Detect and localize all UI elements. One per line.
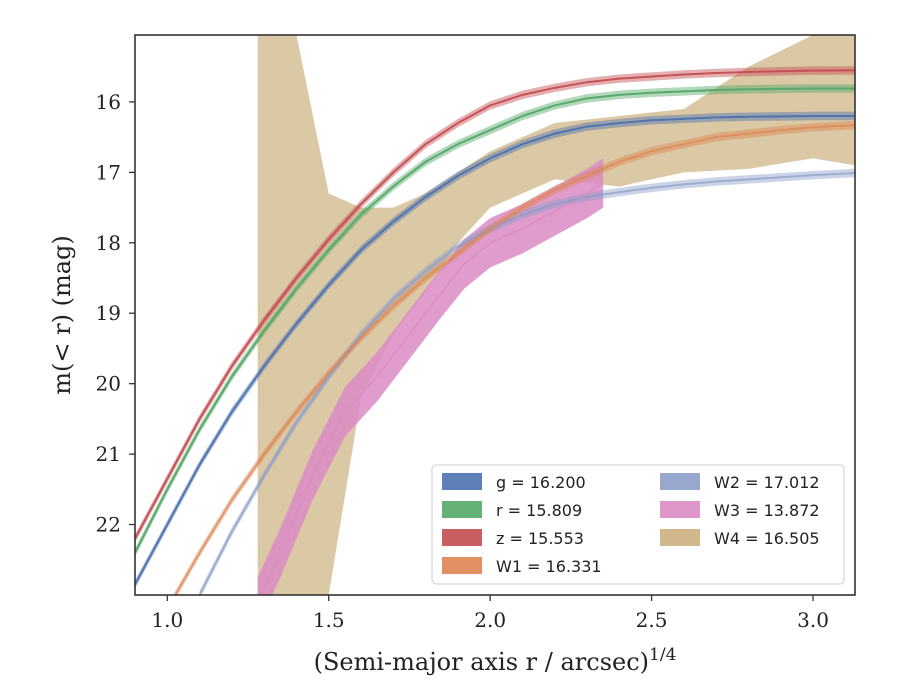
legend-label-w1: W1 = 16.331 [496,557,602,576]
legend-label-r: r = 15.809 [496,501,582,520]
line-z [135,69,855,540]
legend-label-g: g = 16.200 [496,473,586,492]
y-tick-label: 19 [96,301,121,325]
x-tick-label: 2.0 [474,608,506,632]
x-tick-label: 2.5 [636,608,668,632]
line-w1 [174,124,855,595]
x-tick-label: 3.0 [797,608,829,632]
legend-swatch-w4 [660,529,700,546]
legend-swatch-w2 [660,473,700,490]
legend-swatch-z [442,529,482,546]
plot-frame [134,34,856,596]
x-axis-label: (Semi-major axis r / arcsec)1/4 [314,645,677,676]
y-tick-label: 18 [96,231,121,255]
legend-label-w2: W2 = 17.012 [714,473,820,492]
legend-swatch-g [442,473,482,490]
band-g [135,111,855,589]
y-axis-ticks: 16 17 18 19 20 21 22 [96,90,135,537]
x-axis-ticks: 1.0 1.5 2.0 2.5 3.0 [151,595,829,632]
y-tick-label: 20 [96,372,121,396]
legend-swatch-r [442,501,482,518]
y-tick-label: 16 [96,90,121,114]
legend-label-w3: W3 = 13.872 [714,501,820,520]
band-z [135,66,855,543]
y-tick-label: 22 [96,513,121,537]
y-tick-label: 21 [96,442,121,466]
x-tick-label: 1.5 [313,608,345,632]
legend: g = 16.200 r = 15.809 z = 15.553 W1 = 16.33… [431,464,845,585]
line-r [135,87,855,554]
line-w2 [198,172,855,595]
line-w3 [259,182,604,595]
legend-swatch-w1 [442,557,482,574]
legend-label-z: z = 15.553 [496,529,584,548]
band-w1 [172,120,855,595]
legend-label-w4: W4 = 16.505 [714,529,820,548]
y-axis-label: m(< r) (mag) [48,235,76,394]
y-tick-label: 17 [96,160,121,184]
legend-swatch-w3 [660,501,700,518]
line-g [135,115,855,585]
legend-frame [431,464,845,585]
series-lines [135,69,855,595]
band-w4 [257,35,855,595]
x-tick-label: 1.0 [151,608,183,632]
